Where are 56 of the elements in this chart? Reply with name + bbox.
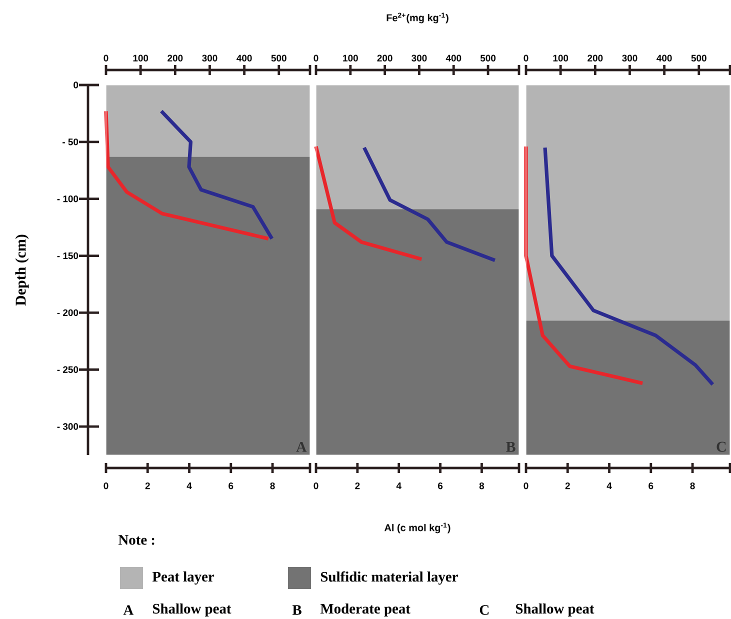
y-tick-label: 0 xyxy=(74,82,78,88)
y-tick-label: - 200 xyxy=(57,309,78,316)
line-series xyxy=(104,109,270,240)
x-tick-label: 6 xyxy=(648,482,654,490)
text: Moderate peat xyxy=(320,603,410,617)
text: B xyxy=(292,605,302,615)
x-tick-label: 8 xyxy=(479,482,484,490)
x-tick-label: 2 xyxy=(145,482,150,490)
y-axis-title: Depth (cm) xyxy=(15,234,29,306)
x2-tick-label: 400 xyxy=(236,54,252,62)
text: Shallow peat xyxy=(516,603,594,617)
x-tick-label: 2 xyxy=(565,482,570,490)
x-tick-label: 0 xyxy=(524,482,528,490)
x-tick-label: 6 xyxy=(438,482,443,490)
y-tick-label: - 150 xyxy=(57,252,78,260)
x-tick-label: 0 xyxy=(314,482,318,490)
x-tick-label: 4 xyxy=(396,482,402,490)
x-tick-label: 2 xyxy=(355,482,360,490)
x2-tick-label: 300 xyxy=(202,54,218,62)
y-tick-label: - 300 xyxy=(57,423,78,430)
x2-tick-label: 100 xyxy=(133,54,148,62)
legend-label: Peat layer xyxy=(152,571,214,585)
x2-tick-label: 500 xyxy=(480,54,496,62)
x2-tick-label: 100 xyxy=(343,54,358,62)
legend-label: Sulfidic material layer xyxy=(320,571,458,585)
x-axis-title: Al (c mol kg$^{-1}$) xyxy=(384,522,450,534)
x2-tick-label: 300 xyxy=(622,54,638,62)
x2-tick-label: 0 xyxy=(314,54,318,62)
x-tick-label: 6 xyxy=(228,482,234,490)
x2-tick-label: 200 xyxy=(588,54,603,62)
x2-tick-label: 300 xyxy=(412,54,427,62)
text: Note : xyxy=(118,535,154,545)
x2-tick-label: 0 xyxy=(104,54,108,62)
x-tick-label: 8 xyxy=(270,482,275,490)
text: Shallow peat xyxy=(152,603,232,617)
x2-tick-label: 100 xyxy=(553,54,568,62)
x-tick-label: 8 xyxy=(690,482,695,490)
x2-tick-label: 200 xyxy=(168,54,183,62)
x-tick-label: 4 xyxy=(606,482,612,490)
x2-tick-label: 400 xyxy=(446,54,462,62)
x-tick-label: 0 xyxy=(104,482,108,490)
x2-tick-label: 200 xyxy=(377,54,392,62)
text: C xyxy=(480,605,489,615)
y-tick-label: - 250 xyxy=(57,366,78,373)
x2-tick-label: 500 xyxy=(691,54,706,62)
y-tick-label: - 50 xyxy=(62,138,78,146)
annotation: A xyxy=(296,442,307,452)
annotation: C xyxy=(716,442,726,452)
text: A xyxy=(123,605,134,615)
x2-tick-label: 400 xyxy=(656,54,672,62)
y-tick-label: - 100 xyxy=(57,195,78,202)
x2-tick-label: 500 xyxy=(271,54,286,62)
x2-axis-title: Fe$^{2+}$(mg kg$^{-1}$) xyxy=(386,12,448,24)
annotation: B xyxy=(506,442,516,452)
x-tick-label: 4 xyxy=(186,482,192,490)
x2-tick-label: 0 xyxy=(524,54,528,62)
